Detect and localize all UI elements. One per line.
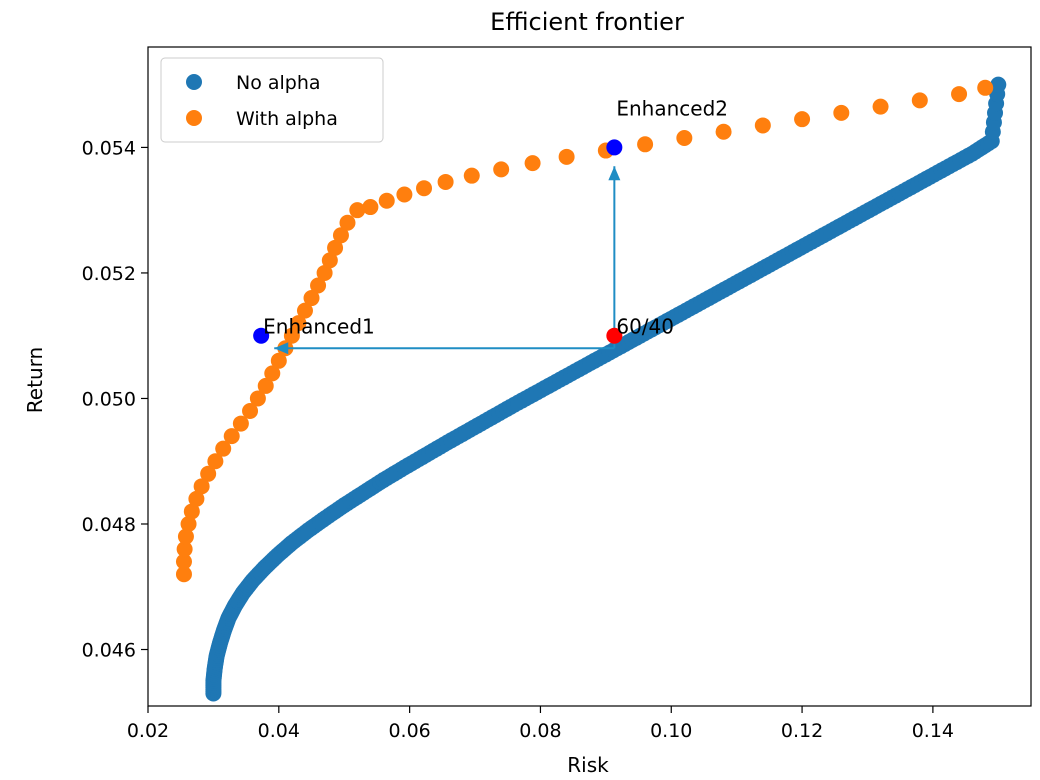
data-point-with-alpha bbox=[524, 155, 541, 172]
data-point-with-alpha bbox=[715, 123, 732, 140]
chart-title: Efficient frontier bbox=[490, 8, 684, 36]
x-tick-label: 0.10 bbox=[650, 720, 692, 742]
data-point-with-alpha bbox=[754, 117, 771, 134]
data-point-with-alpha bbox=[416, 180, 433, 197]
data-point-with-alpha bbox=[493, 161, 510, 178]
data-point-with-alpha bbox=[183, 503, 200, 520]
annotation-enhanced2: Enhanced2 bbox=[616, 96, 728, 120]
series-layer bbox=[175, 76, 1007, 702]
highlight-point-enhanced1 bbox=[253, 327, 270, 344]
data-point-with-alpha bbox=[270, 352, 287, 369]
legend-box bbox=[160, 57, 384, 143]
data-point-with-alpha bbox=[283, 327, 300, 344]
y-tick-label: 0.048 bbox=[82, 514, 136, 536]
highlight-point-enhanced2 bbox=[606, 139, 623, 156]
legend-label-with-alpha: With alpha bbox=[236, 108, 338, 130]
data-point-with-alpha bbox=[310, 277, 327, 294]
arrow-layer bbox=[274, 166, 621, 355]
arrow-head bbox=[274, 342, 289, 355]
data-point-with-alpha bbox=[872, 98, 889, 115]
data-point-with-alpha bbox=[200, 465, 217, 482]
data-point-with-alpha bbox=[223, 428, 240, 445]
data-point-with-alpha bbox=[437, 173, 454, 190]
data-point-with-alpha bbox=[794, 111, 811, 128]
data-point-with-alpha bbox=[362, 199, 379, 216]
data-point-with-alpha bbox=[327, 239, 344, 256]
data-point-with-alpha bbox=[637, 136, 654, 153]
y-tick-label: 0.052 bbox=[82, 263, 136, 285]
data-point-with-alpha bbox=[215, 440, 232, 457]
data-point-with-alpha bbox=[339, 214, 356, 231]
legend: No alpha With alpha bbox=[160, 57, 384, 143]
plot-area bbox=[147, 46, 1032, 707]
highlight-point-60-40 bbox=[606, 327, 623, 344]
data-point-with-alpha bbox=[175, 566, 192, 583]
x-tick-label: 0.04 bbox=[258, 720, 300, 742]
x-tick-label: 0.02 bbox=[127, 720, 169, 742]
data-point-with-alpha bbox=[207, 453, 224, 470]
y-tick-label: 0.050 bbox=[82, 388, 136, 410]
x-tick-label: 0.06 bbox=[388, 720, 430, 742]
data-point-with-alpha bbox=[257, 377, 274, 394]
highlight-layer: Enhanced1 Enhanced2 60/40 bbox=[253, 96, 728, 344]
series-with-alpha bbox=[175, 79, 994, 583]
x-tick-label: 0.12 bbox=[781, 720, 823, 742]
data-point-with-alpha bbox=[321, 252, 338, 269]
data-point-with-alpha bbox=[242, 403, 259, 420]
data-point-with-alpha bbox=[193, 478, 210, 495]
x-axis: 0.02 0.04 0.06 0.08 0.10 0.12 0.14 bbox=[127, 706, 954, 742]
y-axis: 0.046 0.048 0.050 0.052 0.054 bbox=[82, 137, 148, 662]
legend-marker-with-alpha bbox=[186, 110, 202, 126]
data-point-with-alpha bbox=[180, 515, 197, 532]
data-point-with-alpha bbox=[558, 148, 575, 165]
y-tick-label: 0.046 bbox=[82, 640, 136, 662]
data-point-with-alpha bbox=[232, 415, 249, 432]
data-point-with-alpha bbox=[249, 390, 266, 407]
data-point-with-alpha bbox=[177, 528, 194, 545]
data-point-with-alpha bbox=[188, 490, 205, 507]
data-point-with-alpha bbox=[175, 553, 192, 570]
data-point-with-alpha bbox=[396, 186, 413, 203]
y-tick-label: 0.054 bbox=[82, 137, 136, 159]
data-point-with-alpha bbox=[463, 167, 480, 184]
data-point-with-alpha bbox=[316, 264, 333, 281]
data-point-with-alpha bbox=[676, 130, 693, 147]
data-point-with-alpha bbox=[951, 86, 968, 103]
data-point-with-alpha bbox=[296, 302, 313, 319]
x-tick-label: 0.14 bbox=[912, 720, 954, 742]
data-point-with-alpha bbox=[349, 202, 366, 219]
annotation-60-40: 60/40 bbox=[616, 315, 674, 339]
data-point-with-alpha bbox=[176, 541, 193, 558]
data-point-with-alpha bbox=[303, 290, 320, 307]
data-point-with-alpha bbox=[833, 104, 850, 121]
x-tick-label: 0.08 bbox=[519, 720, 561, 742]
data-point-no-alpha bbox=[990, 76, 1007, 93]
data-point-with-alpha bbox=[977, 79, 994, 96]
annotation-enhanced1: Enhanced1 bbox=[263, 315, 375, 339]
data-point-with-alpha bbox=[264, 365, 281, 382]
legend-label-no-alpha: No alpha bbox=[236, 72, 321, 94]
data-point-with-alpha bbox=[290, 315, 307, 332]
data-point-with-alpha bbox=[911, 92, 928, 109]
legend-marker-no-alpha bbox=[186, 74, 202, 90]
arrow-head bbox=[608, 166, 621, 181]
data-point-with-alpha bbox=[378, 192, 395, 209]
x-axis-label: Risk bbox=[567, 753, 609, 777]
series-no-alpha bbox=[205, 76, 1007, 702]
y-axis-label: Return bbox=[23, 347, 47, 413]
data-point-with-alpha bbox=[332, 227, 349, 244]
